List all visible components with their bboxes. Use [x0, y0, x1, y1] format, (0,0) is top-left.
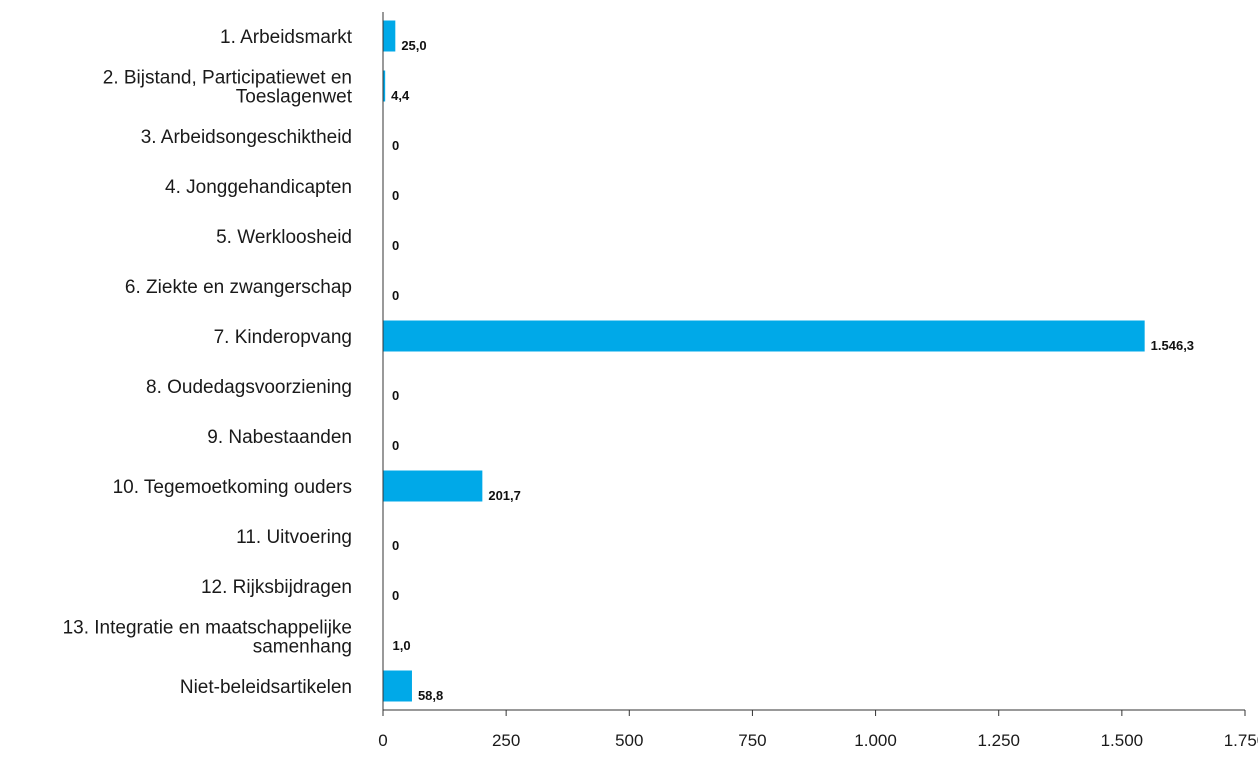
- category-label: 9. Nabestaanden: [207, 427, 352, 448]
- category-label: 3. Arbeidsongeschiktheid: [141, 127, 352, 148]
- data-label: 25,0: [401, 38, 426, 53]
- category-label: 6. Ziekte en zwangerschap: [125, 277, 352, 298]
- x-tick-label: 1.500: [1101, 731, 1144, 750]
- data-label: 0: [392, 538, 399, 553]
- x-tick-label: 1.750: [1224, 731, 1258, 750]
- category-label: 7. Kinderopvang: [214, 327, 352, 348]
- data-label: 0: [392, 438, 399, 453]
- data-label: 0: [392, 238, 399, 253]
- category-label: Toeslagenwet: [236, 87, 353, 108]
- data-label: 1.546,3: [1151, 338, 1194, 353]
- bar: [383, 671, 412, 702]
- category-label: 10. Tegemoetkoming ouders: [113, 477, 352, 498]
- x-tick-label: 250: [492, 731, 520, 750]
- category-label: 2. Bijstand, Participatiewet en: [103, 68, 352, 89]
- x-tick-label: 1.000: [854, 731, 897, 750]
- category-label: samenhang: [253, 637, 352, 658]
- value-labels-layer: 25,0 4,4 0 0 0 0 1.546,3 0 0 201,7 0 0 1,0 58,8: [391, 38, 1194, 703]
- bar: [383, 21, 395, 52]
- x-tick-label: 0: [378, 731, 387, 750]
- data-label: 0: [392, 188, 399, 203]
- category-label: 12. Rijksbijdragen: [201, 577, 352, 598]
- data-label: 0: [392, 138, 399, 153]
- category-label: 13. Integratie en maatschappelijke: [63, 618, 352, 639]
- data-label: 201,7: [488, 488, 521, 503]
- x-tick-label: 1.250: [977, 731, 1020, 750]
- category-labels-layer: 1. Arbeidsmarkt 2. Bijstand, Participatie…: [63, 27, 353, 698]
- data-label: 4,4: [391, 88, 410, 103]
- data-label: 58,8: [418, 688, 443, 703]
- category-label: 8. Oudedagsvoorziening: [146, 377, 352, 398]
- data-label: 1,0: [392, 638, 410, 653]
- data-label: 0: [392, 588, 399, 603]
- category-label: Niet-beleidsartikelen: [180, 677, 352, 698]
- data-label: 0: [392, 288, 399, 303]
- x-tick-label: 500: [615, 731, 643, 750]
- category-label: 4. Jonggehandicapten: [165, 177, 352, 198]
- category-label: 5. Werkloosheid: [216, 227, 352, 248]
- data-label: 0: [392, 388, 399, 403]
- category-label: 11. Uitvoering: [236, 527, 352, 548]
- axes-layer: [383, 12, 1245, 710]
- x-ticks-layer: 0 250 500 750 1.000 1.250 1.500 1.750: [378, 710, 1258, 750]
- bars-layer: [383, 21, 1145, 702]
- x-tick-label: 750: [738, 731, 766, 750]
- category-label: 1. Arbeidsmarkt: [220, 27, 353, 48]
- bar: [383, 471, 482, 502]
- bar: [383, 321, 1145, 352]
